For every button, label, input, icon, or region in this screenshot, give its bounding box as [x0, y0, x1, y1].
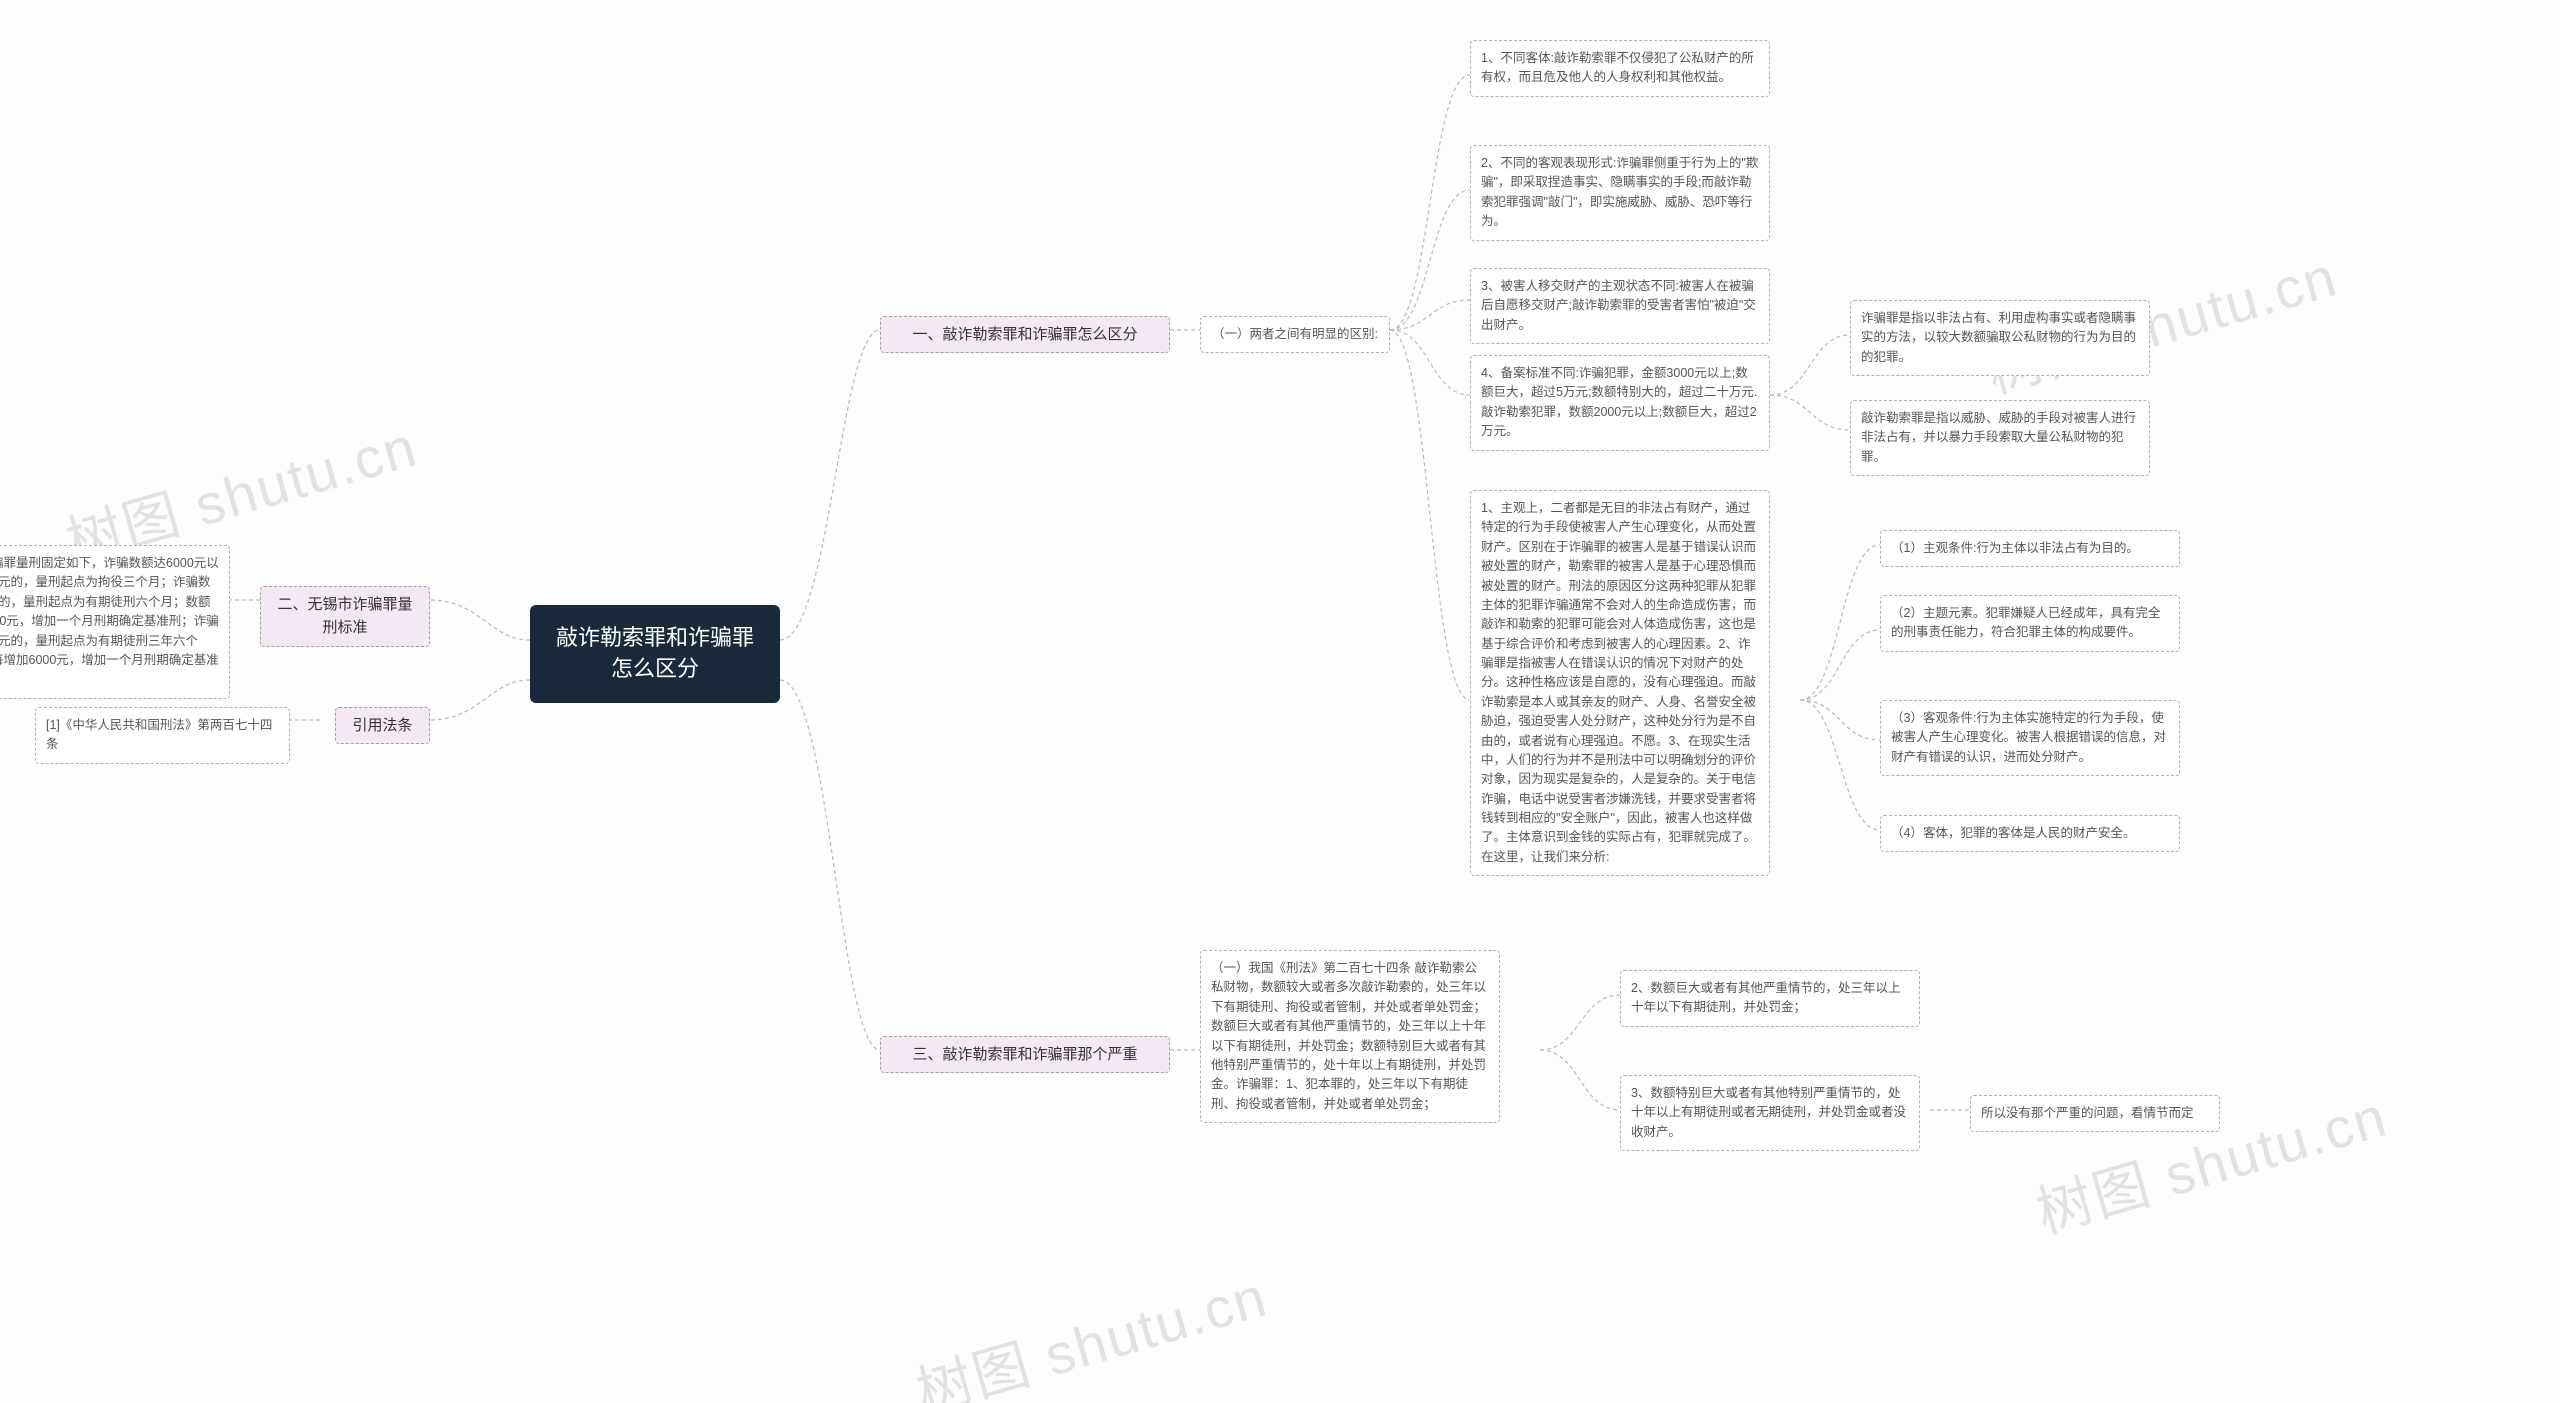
def-fraud: 诈骗罪是指以非法占有、利用虚构事实或者隐瞒事实的方法，以较大数额骗取公私财物的行… — [1850, 300, 2150, 376]
branch-severity[interactable]: 三、敲诈勒索罪和诈骗罪那个严重 — [880, 1036, 1170, 1073]
diff-item-2: 2、不同的客观表现形式:诈骗罪侧重于行为上的"欺骗"，即采取捏造事实、隐瞒事实的… — [1470, 145, 1770, 241]
branch-wuxi-standard[interactable]: 二、无锡市诈骗罪量刑标准 — [260, 586, 430, 647]
def-extortion: 敲诈勒索罪是指以威胁、威胁的手段对被害人进行非法占有，并以暴力手段索取大量公私财… — [1850, 400, 2150, 476]
severity-main: （一）我国《刑法》第二百七十四条 敲诈勒索公私财物，数额较大或者多次敲诈勒索的，… — [1200, 950, 1500, 1123]
severity-tail: 所以没有那个严重的问题，看情节而定 — [1970, 1095, 2220, 1132]
diff-item-3: 3、被害人移交财产的主观状态不同:被害人在被骗后自愿移交财产;敲诈勒索罪的受害者… — [1470, 268, 1770, 344]
watermark: 树图 shutu.cn — [906, 1252, 1276, 1403]
leaf-wuxi-detail: 无锡市诈骗罪量刑固定如下，诈骗数额达6000元以上不满2万元的，量刑起点为拘役三… — [0, 545, 230, 699]
branch-law-ref[interactable]: 引用法条 — [335, 707, 430, 744]
subpoint-2: （2）主题元素。犯罪嫌疑人已经成年，具有完全的刑事责任能力，符合犯罪主体的构成要… — [1880, 595, 2180, 652]
diff-item-4: 4、备案标准不同:诈骗犯罪，金额3000元以上;数额巨大，超过5万元;数额特别大… — [1470, 355, 1770, 451]
leaf-law-ref: [1]《中华人民共和国刑法》第两百七十四条 — [35, 707, 290, 764]
branch-differences[interactable]: 一、敲诈勒索罪和诈骗罪怎么区分 — [880, 316, 1170, 353]
subpoint-3: （3）客观条件:行为主体实施特定的行为手段，使被害人产生心理变化。被害人根据错误… — [1880, 700, 2180, 776]
severity-pt3: 3、数额特别巨大或者有其他特别严重情节的，处十年以上有期徒刑或者无期徒刑，并处罚… — [1620, 1075, 1920, 1151]
root-node[interactable]: 敲诈勒索罪和诈骗罪怎么区分 — [530, 605, 780, 703]
sub-differences-label: （一）两者之间有明显的区别: — [1200, 316, 1390, 353]
subpoint-1: （1）主观条件:行为主体以非法占有为目的。 — [1880, 530, 2180, 567]
subpoint-4: （4）客体，犯罪的客体是人民的财产安全。 — [1880, 815, 2180, 852]
diff-item-1: 1、不同客体:敲诈勒索罪不仅侵犯了公私财产的所有权，而且危及他人的人身权利和其他… — [1470, 40, 1770, 97]
severity-pt2: 2、数额巨大或者有其他严重情节的，处三年以上十年以下有期徒刑，并处罚金； — [1620, 970, 1920, 1027]
diff-item-5: 1、主观上，二者都是无目的非法占有财产，通过特定的行为手段使被害人产生心理变化，… — [1470, 490, 1770, 876]
